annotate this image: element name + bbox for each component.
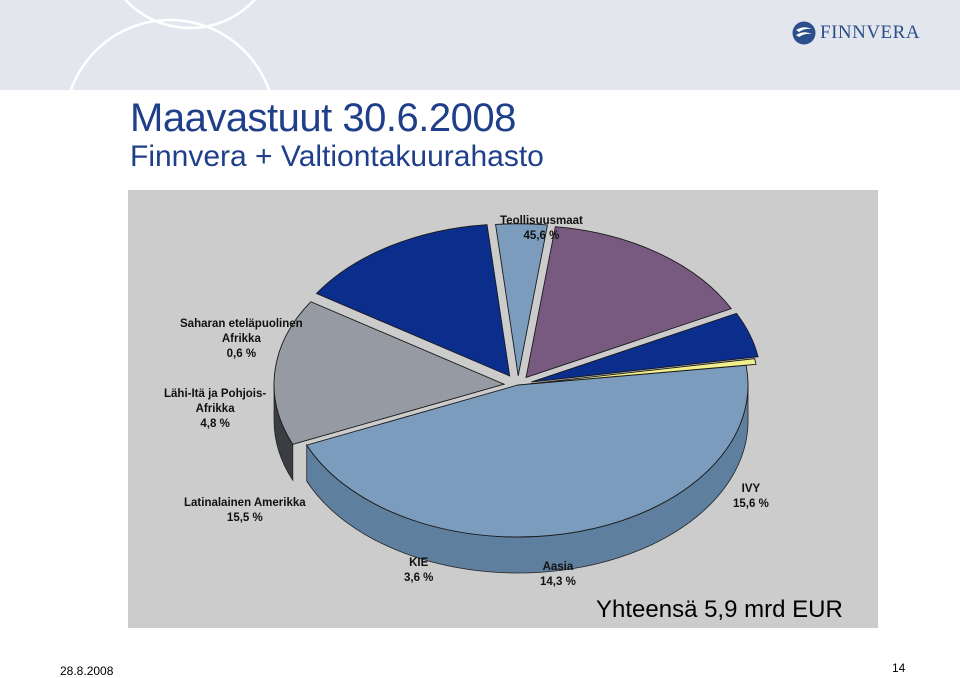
pie-label-line-2: 0,6 % (226, 348, 257, 360)
finnvera-logo-icon (792, 21, 816, 45)
pie-label-line-1: 45,6 % (523, 230, 560, 242)
pie-label-line-0: Teollisuusmaat (500, 215, 583, 227)
pie-slice-saharan (527, 358, 757, 385)
pie-slice-latinalainen_amerikka (525, 226, 732, 379)
pie-chart (273, 223, 759, 574)
pie-slice-ivy (273, 301, 506, 445)
label-lahi-ita: Lähi-Itä ja Pohjois- Afrikka 4,8 % (164, 387, 266, 432)
label-teollisuusmaat: Teollisuusmaat 45,6 % (500, 214, 583, 244)
header-decoration (69, 0, 271, 90)
pie-label-line-1: 15,5 % (226, 512, 263, 524)
footer-date: 28.8.2008 (60, 664, 114, 678)
pie-label-line-1: 3,6 % (404, 572, 434, 584)
pie-label-line-1: 14,3 % (540, 576, 576, 588)
pie-slice-lahi_ita (531, 312, 759, 383)
pie-label-line-0: KIE (409, 557, 429, 569)
label-kie: KIE 3,6 % (404, 556, 433, 586)
label-latinalainen-amerikka: Latinalainen Amerikka 15,5 % (184, 496, 306, 526)
pie-label-line-0: Lähi-Itä ja Pohjois- (164, 388, 267, 400)
pie-slice-kie (495, 223, 549, 376)
pie-label-line-1: 15,6 % (733, 498, 769, 510)
chart-panel (128, 190, 878, 628)
label-ivy: IVY 15,6 % (733, 482, 769, 512)
header-band (0, 0, 960, 90)
page-subtitle: Finnvera + Valtiontakuurahasto (130, 140, 544, 173)
label-aasia: Aasia 14,3 % (540, 560, 576, 590)
pie-slice-aasia (315, 224, 511, 377)
logo-text: FINNVERA (820, 22, 921, 43)
total-text: Yhteensä 5,9 mrd EUR (596, 596, 843, 623)
pie-label-line-0: Latinalainen Amerikka (184, 497, 306, 509)
pie-label-line-2: 4,8 % (200, 418, 230, 430)
pie-label-line-1: Afrikka (195, 403, 235, 415)
page-number: 14 (892, 661, 906, 675)
pie-label-line-1: Afrikka (221, 333, 261, 345)
pie-label-line-0: Aasia (542, 561, 574, 573)
label-saharan: Saharan eteläpuolinen Afrikka 0,6 % (180, 317, 303, 362)
finnvera-logo: FINNVERA (792, 20, 920, 46)
pie-label-line-0: Saharan eteläpuolinen (180, 318, 303, 330)
pie-label-line-0: IVY (741, 483, 761, 495)
pie-slice-teollisuusmaat (306, 364, 749, 538)
page-title: Maavastuut 30.6.2008 (130, 96, 516, 140)
